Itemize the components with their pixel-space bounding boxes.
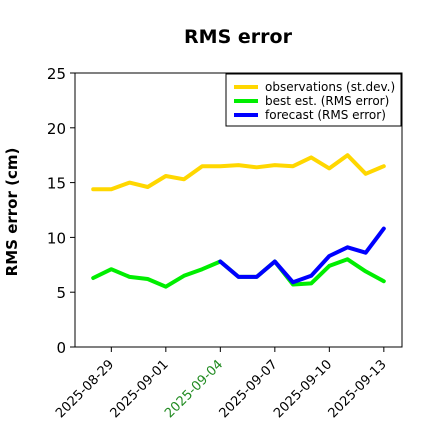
legend: observations (st.dev.)best est. (RMS err… bbox=[225, 73, 402, 127]
chart-title: RMS error bbox=[184, 26, 293, 48]
y-axis-label: RMS error (cm) bbox=[3, 148, 21, 277]
y-tick-label-25: 25 bbox=[47, 65, 66, 83]
legend-label-0: observations (st.dev.) bbox=[265, 80, 395, 94]
series-line-0 bbox=[91, 153, 386, 192]
series-line-2 bbox=[218, 226, 386, 285]
x-tick-label-2025-09-13: 2025-09-13 bbox=[326, 357, 390, 421]
legend-label-1: best est. (RMS error) bbox=[265, 94, 389, 108]
plot-area bbox=[91, 153, 386, 289]
y-tick-label-0: 0 bbox=[56, 339, 66, 357]
legend-label-2: forecast (RMS error) bbox=[265, 108, 386, 122]
y-tick-label-20: 20 bbox=[47, 120, 66, 138]
y-tick-label-10: 10 bbox=[47, 229, 66, 247]
series-line-1 bbox=[91, 257, 386, 289]
y-tick-label-5: 5 bbox=[56, 284, 66, 302]
plot-frame bbox=[74, 72, 403, 348]
y-tick-label-15: 15 bbox=[47, 175, 66, 193]
